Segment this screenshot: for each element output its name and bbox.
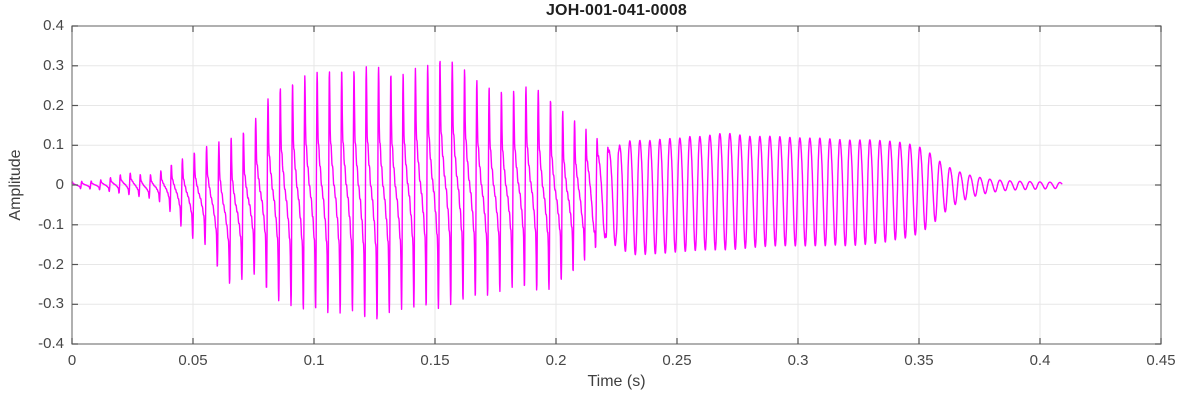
x-tick-label: 0.15: [420, 352, 450, 369]
x-tick-label: 0.45: [1146, 352, 1176, 369]
x-tick-label: 0.25: [662, 352, 692, 369]
chart-title: JOH-001-041-0008: [545, 2, 688, 19]
y-tick-label: -0.4: [38, 335, 64, 352]
x-tick-label: 0.35: [904, 352, 934, 369]
y-tick-label: 0.1: [43, 136, 64, 154]
y-tick-label: 0: [55, 176, 64, 193]
x-tick-label: 0.05: [178, 352, 208, 369]
y-tick-label: 0.4: [43, 17, 64, 34]
x-tick-label: 0.1: [303, 352, 325, 369]
x-tick-label: 0.2: [545, 352, 567, 369]
y-tick-label: -0.3: [38, 295, 64, 313]
y-tick-label: -0.2: [38, 255, 64, 273]
x-tick-label: 0: [67, 352, 77, 369]
y-tick-label: -0.1: [38, 215, 64, 233]
x-tick-label: 0.4: [1029, 352, 1051, 369]
y-tick-label: 0.3: [43, 56, 64, 74]
x-tick-label: 0.3: [787, 352, 809, 369]
y-tick-label: 0.2: [43, 96, 64, 114]
x-axis-label: Time (s): [587, 373, 646, 390]
